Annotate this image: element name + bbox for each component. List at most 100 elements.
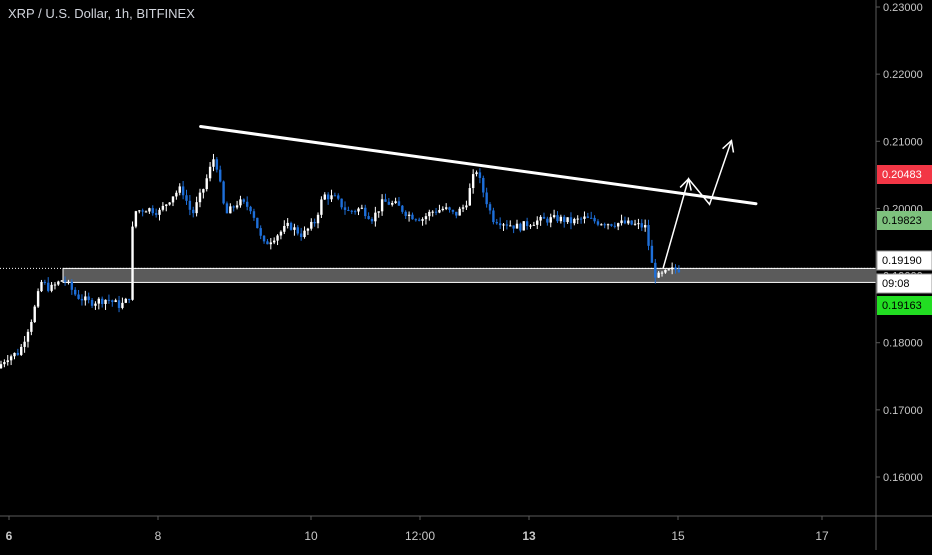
candle-body: [148, 208, 151, 212]
candle-body: [127, 298, 131, 300]
candle-body: [455, 211, 458, 216]
candle-body: [340, 198, 343, 208]
candle-body: [107, 299, 111, 301]
candle-body: [498, 223, 502, 226]
candle-body: [404, 211, 407, 216]
candle-body: [20, 346, 23, 355]
candle-body: [529, 225, 532, 227]
y-tick-label: 0.18000: [883, 338, 923, 350]
candle-body: [546, 218, 549, 223]
candle-body: [293, 227, 296, 230]
candle-body: [283, 225, 286, 232]
candle-body: [441, 208, 445, 211]
candle-body: [303, 230, 306, 238]
candle-body: [505, 224, 509, 226]
candle-body: [387, 201, 391, 205]
candle-body: [337, 195, 340, 199]
candle-body: [60, 280, 63, 282]
candle-body: [313, 221, 316, 224]
price-badge-label: 0.19823: [882, 215, 922, 227]
y-tick-label: 0.21000: [883, 136, 923, 148]
candle-body: [566, 217, 569, 223]
candle-body: [475, 172, 478, 175]
candle-body: [73, 289, 77, 295]
candle-body: [492, 210, 495, 223]
candle-body: [401, 205, 404, 212]
chart-title: XRP / U.S. Dollar, 1h, BITFINEX: [8, 6, 195, 21]
candle-body: [512, 225, 515, 229]
candle-body: [330, 195, 333, 200]
candle-body: [542, 216, 546, 219]
candle-body: [647, 225, 650, 246]
candle-body: [30, 321, 33, 332]
candle-body: [596, 221, 600, 225]
price-badge: [876, 250, 932, 271]
x-tick-label: 6: [6, 529, 13, 543]
support-zone: [62, 267, 877, 283]
candle-body: [212, 159, 215, 167]
candle-body: [657, 272, 660, 278]
candle-body: [154, 213, 158, 215]
candle-body: [87, 296, 90, 300]
candle-body: [478, 172, 482, 178]
candle-body: [97, 298, 101, 304]
candle-body: [33, 306, 36, 322]
candle-body: [269, 242, 273, 245]
candle-body: [549, 217, 552, 223]
candle-body: [563, 216, 566, 223]
candle-body: [124, 298, 127, 303]
candle-body: [353, 211, 357, 213]
candle-body: [431, 211, 434, 213]
candle-body: [616, 223, 620, 227]
candle-body: [364, 207, 367, 217]
projection-path: [662, 140, 733, 269]
candle-body: [667, 269, 670, 271]
candle-body: [434, 211, 438, 213]
candle-body: [380, 199, 384, 212]
candle-body: [407, 214, 411, 216]
candle-body: [590, 217, 593, 219]
candle-body: [552, 215, 556, 218]
y-tick-label: 0.22000: [883, 69, 923, 81]
candle-body: [333, 195, 337, 197]
candle-body: [593, 217, 596, 222]
candle-body: [418, 219, 421, 221]
x-tick-label: 15: [671, 529, 685, 543]
candle-body: [232, 206, 235, 208]
candle-body: [451, 209, 455, 212]
candle-body: [192, 209, 195, 214]
candle-body: [178, 186, 181, 193]
candle-body: [165, 204, 168, 206]
candle-body: [630, 220, 633, 225]
candle-body: [515, 223, 519, 229]
candle-body: [222, 181, 225, 204]
candle-body: [610, 224, 613, 226]
candle-body: [674, 267, 677, 270]
candle-body: [36, 291, 40, 307]
candle-body: [151, 208, 154, 214]
candle-body: [235, 205, 239, 208]
candle-body: [256, 217, 259, 229]
candle-body: [424, 216, 428, 220]
candle-body: [84, 296, 87, 301]
candle-body: [468, 188, 471, 206]
candle-body: [522, 221, 525, 231]
candle-body: [100, 298, 104, 304]
candle-body: [323, 194, 326, 200]
candle-body: [208, 166, 212, 179]
candle-body: [421, 219, 424, 221]
candle-body: [249, 206, 252, 212]
candle-body: [80, 298, 84, 301]
candle-body: [175, 192, 178, 197]
projection-arrowhead-2: [722, 139, 735, 153]
candle-body: [121, 302, 124, 308]
candle-body: [185, 195, 188, 201]
candle-body: [296, 227, 299, 234]
candle-body: [411, 214, 414, 220]
candle-body: [569, 217, 573, 224]
candle-body: [613, 225, 617, 227]
candle-body: [677, 269, 681, 273]
candle-body: [374, 212, 377, 222]
candle-body: [161, 205, 165, 210]
